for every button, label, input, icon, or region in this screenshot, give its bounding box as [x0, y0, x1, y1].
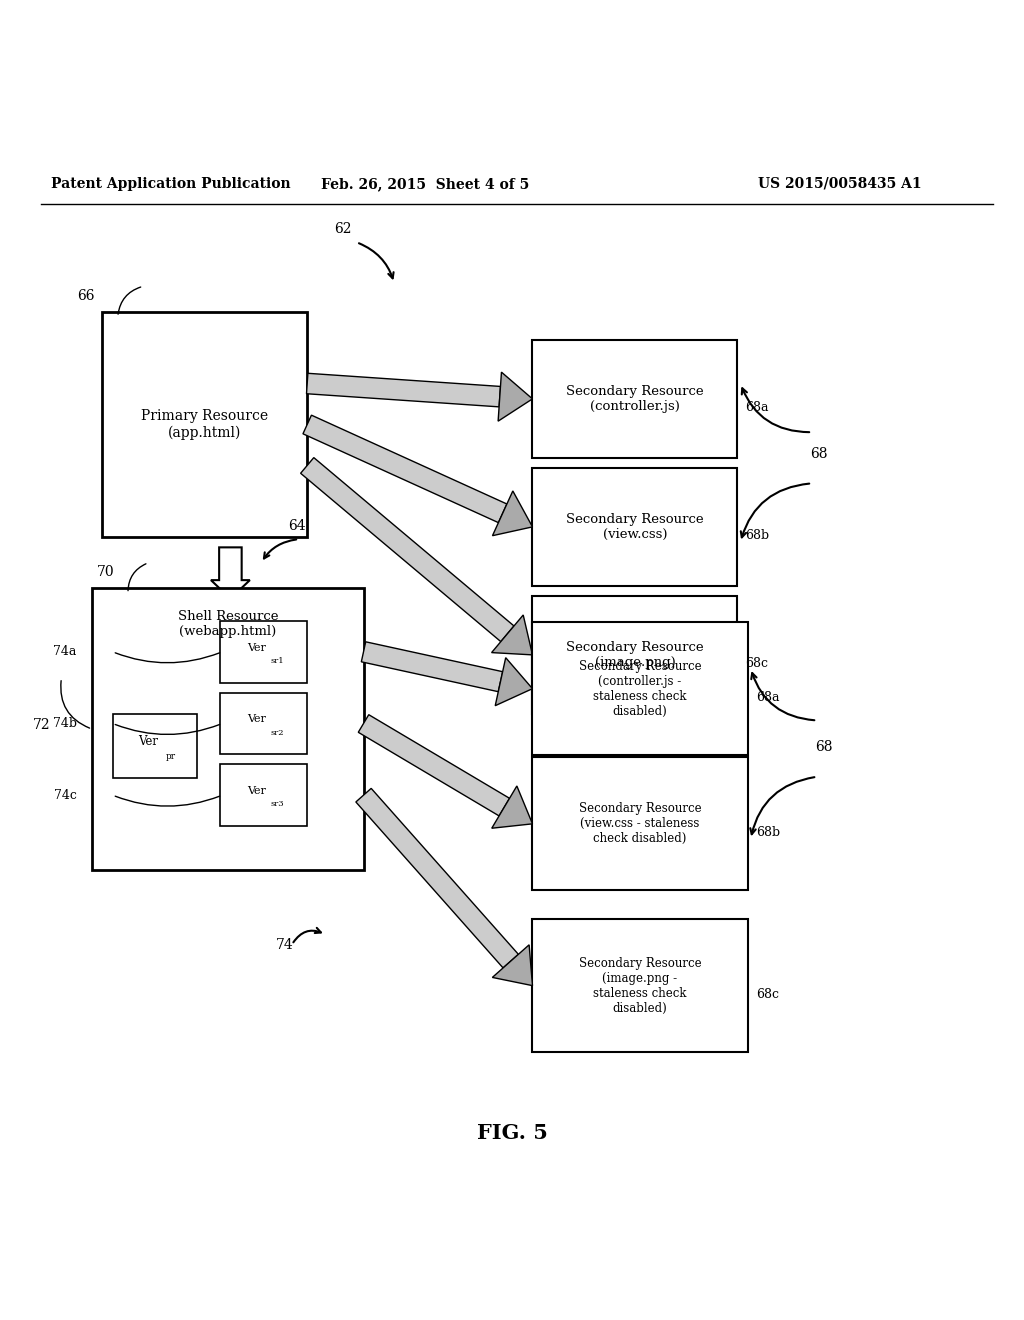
Polygon shape [493, 491, 532, 536]
Polygon shape [301, 458, 514, 642]
Text: 62: 62 [334, 222, 352, 236]
Bar [532, 622, 748, 755]
Text: 68: 68 [815, 741, 834, 754]
Bar [532, 469, 737, 586]
Text: 74c: 74c [54, 788, 77, 801]
Bar [92, 589, 364, 870]
Text: Ver: Ver [247, 643, 266, 652]
Text: Secondary Resource
(image.png): Secondary Resource (image.png) [566, 642, 703, 669]
Text: US 2015/0058435 A1: US 2015/0058435 A1 [758, 177, 922, 191]
Bar [220, 622, 307, 682]
Text: 74b: 74b [53, 717, 77, 730]
Bar [220, 764, 307, 826]
Text: Secondary Resource
(view.css): Secondary Resource (view.css) [566, 513, 703, 541]
Bar [532, 919, 748, 1052]
Text: sr3: sr3 [270, 800, 284, 808]
Text: Secondary Resource
(view.css - staleness
check disabled): Secondary Resource (view.css - staleness… [579, 803, 701, 845]
Polygon shape [356, 788, 518, 968]
Text: Shell Resource
(webapp.html): Shell Resource (webapp.html) [177, 610, 279, 638]
Polygon shape [492, 615, 532, 655]
Text: Ver: Ver [247, 787, 266, 796]
Polygon shape [361, 642, 503, 692]
Text: 68a: 68a [745, 401, 769, 414]
Text: Patent Application Publication: Patent Application Publication [51, 177, 291, 191]
Text: Feb. 26, 2015  Sheet 4 of 5: Feb. 26, 2015 Sheet 4 of 5 [321, 177, 529, 191]
Text: Primary Resource
(app.html): Primary Resource (app.html) [141, 409, 268, 440]
Text: 68b: 68b [756, 826, 780, 840]
Polygon shape [493, 945, 532, 986]
Text: 72: 72 [33, 718, 50, 733]
Bar [220, 693, 307, 754]
Bar [532, 758, 748, 891]
Text: Ver: Ver [138, 735, 158, 748]
Bar [532, 341, 737, 458]
Text: 68c: 68c [756, 987, 778, 1001]
Text: 68b: 68b [745, 529, 770, 543]
Text: Ver: Ver [247, 714, 266, 725]
Text: Secondary Resource
(controller.js): Secondary Resource (controller.js) [566, 385, 703, 413]
Text: 68: 68 [810, 446, 828, 461]
Polygon shape [498, 372, 532, 421]
Text: FIG. 5: FIG. 5 [476, 1123, 548, 1143]
Polygon shape [358, 714, 510, 816]
Bar [532, 597, 737, 714]
Text: 68a: 68a [756, 690, 779, 704]
Polygon shape [306, 374, 501, 407]
Text: 64: 64 [288, 519, 306, 533]
Text: Secondary Resource
(image.png -
staleness check
disabled): Secondary Resource (image.png - stalenes… [579, 957, 701, 1015]
Text: 70: 70 [97, 565, 115, 579]
Text: pr: pr [165, 752, 175, 760]
Polygon shape [496, 657, 532, 706]
Text: 66: 66 [77, 289, 94, 302]
Text: sr2: sr2 [270, 729, 284, 737]
Polygon shape [303, 416, 507, 523]
Text: Secondary Resource
(controller.js -
staleness check
disabled): Secondary Resource (controller.js - stal… [579, 660, 701, 718]
Text: 74a: 74a [53, 645, 77, 659]
Text: 68c: 68c [745, 657, 768, 671]
Text: sr1: sr1 [270, 657, 284, 665]
Bar [113, 714, 197, 777]
Bar [102, 312, 307, 537]
Polygon shape [492, 785, 532, 828]
FancyArrow shape [211, 548, 250, 598]
Text: 74: 74 [275, 937, 294, 952]
